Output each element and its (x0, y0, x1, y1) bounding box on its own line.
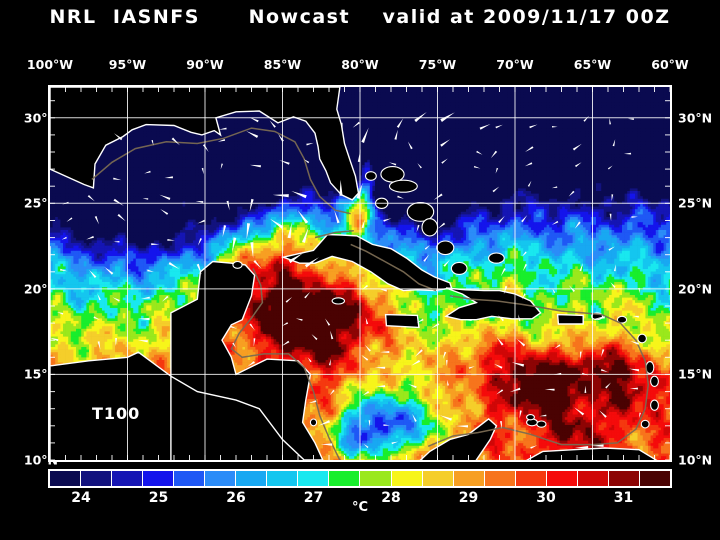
colorbar-tick-26: 26 (226, 490, 245, 506)
colorbar[interactable] (48, 469, 672, 488)
map-canvas[interactable] (50, 87, 670, 460)
lon-tick--80: 80°W (341, 57, 378, 72)
colorbar-segment-16 (546, 471, 578, 486)
colorbar-segment-7 (267, 471, 299, 486)
colorbar-unit-label: °C (0, 500, 720, 515)
lat-tick-r-15: 15°N (678, 367, 712, 382)
colorbar-segment-4 (174, 471, 206, 486)
lon-tick--75: 75°W (419, 57, 456, 72)
colorbar-segment-9 (329, 471, 361, 486)
current-vectors (50, 112, 641, 449)
colorbar-segment-10 (360, 471, 392, 486)
colorbar-segment-6 (236, 471, 268, 486)
lon-tick--85: 85°W (264, 57, 301, 72)
map-gridlines (50, 87, 670, 460)
colorbar-tick-27: 27 (304, 490, 323, 506)
colorbar-segment-17 (577, 471, 609, 486)
land-mask (50, 87, 658, 460)
page-title: NRL IASNFS Nowcast valid at 2009/11/17 0… (0, 6, 720, 28)
colorbar-segment-5 (205, 471, 237, 486)
colorbar-tick-28: 28 (381, 490, 400, 506)
bathymetry-contour (91, 127, 650, 460)
lon-tick--90: 90°W (186, 57, 223, 72)
colorbar-segment-19 (639, 471, 670, 486)
colorbar-segment-3 (143, 471, 175, 486)
islands (232, 166, 659, 429)
lat-tick-r-30: 30°N (678, 110, 712, 125)
lon-tick--70: 70°W (496, 57, 533, 72)
lon-tick--95: 95°W (109, 57, 146, 72)
colorbar-tick-31: 31 (614, 490, 633, 506)
lat-tick-r-25: 25°N (678, 196, 712, 211)
lon-tick--65: 65°W (574, 57, 611, 72)
field-label: T100 (92, 404, 140, 423)
colorbar-tick-24: 24 (71, 490, 90, 506)
lon-tick--60: 60°W (651, 57, 688, 72)
colorbar-segment-15 (515, 471, 547, 486)
colorbar-tick-30: 30 (536, 490, 555, 506)
colorbar-segment-0 (50, 471, 82, 486)
colorbar-segment-2 (112, 471, 144, 486)
colorbar-segment-14 (484, 471, 516, 486)
colorbar-segment-13 (453, 471, 485, 486)
colorbar-segment-12 (422, 471, 454, 486)
colorbar-tick-29: 29 (459, 490, 478, 506)
colorbar-segment-8 (298, 471, 330, 486)
colorbar-segment-1 (81, 471, 113, 486)
colorbar-segment-18 (608, 471, 640, 486)
map-plot-frame[interactable] (48, 85, 672, 462)
temperature-field-svg (50, 87, 670, 460)
lon-tick--100: 100°W (27, 57, 73, 72)
lat-tick-r-20: 20°N (678, 281, 712, 296)
lat-tick-r-10: 10°N (678, 453, 712, 468)
colorbar-segment-11 (391, 471, 423, 486)
colorbar-tick-25: 25 (149, 490, 168, 506)
